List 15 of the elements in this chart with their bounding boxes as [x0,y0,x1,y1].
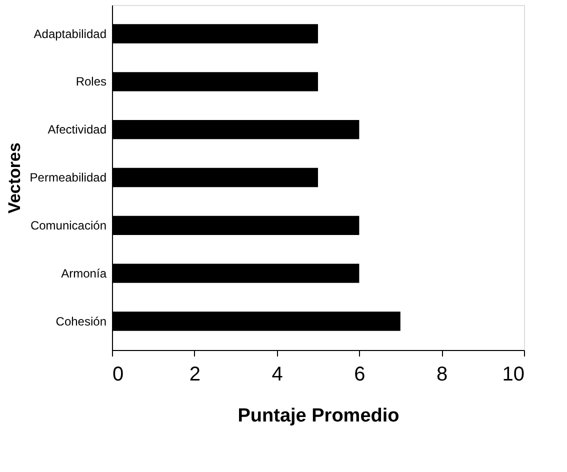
x-tick-label: 0 [112,364,124,386]
y-tick-label: Comunicación [30,218,106,232]
y-axis-title: Vectores [4,142,24,214]
y-tick-label: Permeabilidad [30,170,106,184]
y-tick-label: Armonía [61,266,107,280]
x-axis-title: Puntaje Promedio [238,406,400,426]
y-tick-label: Roles [76,74,106,89]
y-tick-label: Afectividad [48,122,106,137]
x-tick-label: 2 [189,364,200,386]
x-tick-label: 8 [436,364,448,386]
x-tick-label: 10 [502,364,524,386]
x-tick-label: 4 [272,364,283,386]
x-tick-label: 6 [354,364,366,386]
y-tick-label: Cohesión [56,314,106,328]
y-tick-label: Adaptabilidad [34,26,106,41]
